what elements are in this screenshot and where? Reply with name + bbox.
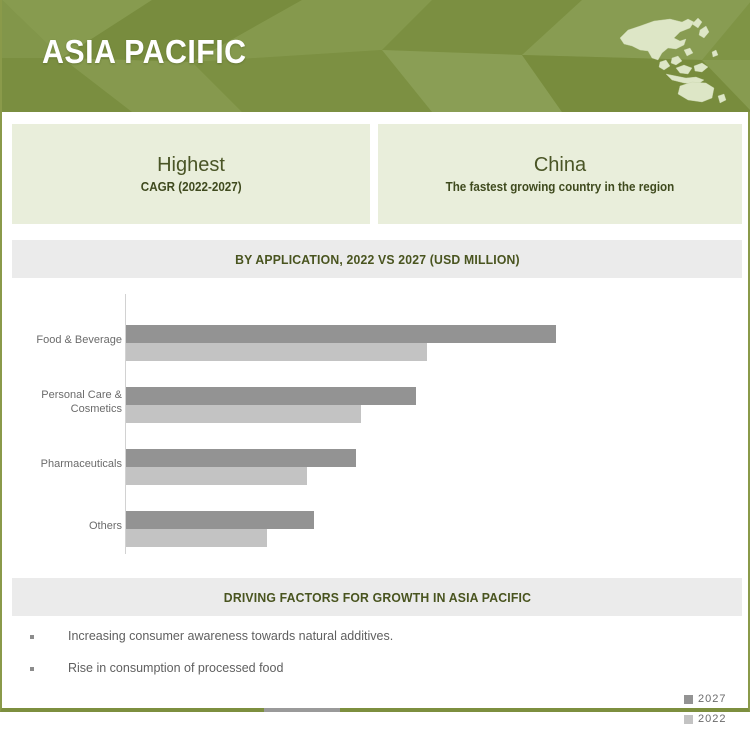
scrollbar-thumb[interactable] xyxy=(264,708,340,712)
bar-2027 xyxy=(126,325,556,343)
bar-2022 xyxy=(126,467,307,485)
bullet-icon xyxy=(30,635,34,639)
bar-chart: Food & Beverage Personal Care & Cosmetics… xyxy=(12,286,742,725)
driving-factor-item: Increasing consumer awareness towards na… xyxy=(12,628,742,644)
category-label: Food & Beverage xyxy=(12,334,122,348)
bar-2027 xyxy=(126,511,314,529)
bar-2022 xyxy=(126,343,427,361)
driving-factors-list: Increasing consumer awareness towards na… xyxy=(12,628,742,693)
legend-label: 2027 xyxy=(698,693,727,705)
bullet-icon xyxy=(30,667,34,672)
driving-factor-text: Rise in consumption of processed food xyxy=(68,661,284,676)
header-banner: ASIA PACIFIC xyxy=(2,0,750,112)
highlight-headline: China xyxy=(533,154,587,176)
bar-2027 xyxy=(126,387,416,405)
highlight-headline: Highest xyxy=(157,154,225,176)
bar-2022 xyxy=(126,405,361,423)
category-label-text: Food & Beverage xyxy=(36,334,122,346)
chart-axis-line xyxy=(125,294,126,554)
category-label: Personal Care & Cosmetics xyxy=(12,389,122,417)
category-label-text: Pharmaceuticals xyxy=(40,458,122,470)
bar-2027 xyxy=(126,449,356,467)
asia-pacific-map-icon xyxy=(614,8,734,106)
category-label: Others xyxy=(12,520,122,534)
legend-item-2027: 2027 xyxy=(684,693,750,705)
legend-swatch xyxy=(684,714,693,724)
section-title: BY APPLICATION, 2022 VS 2027 (USD MILLIO… xyxy=(234,251,520,267)
category-label-text: Personal Care & Cosmetics xyxy=(41,389,122,415)
driving-factor-text: Increasing consumer awareness towards na… xyxy=(68,629,394,643)
page-title: ASIA PACIFIC xyxy=(42,33,247,70)
section-header-by-application: BY APPLICATION, 2022 VS 2027 (USD MILLIO… xyxy=(12,240,742,278)
legend-swatch xyxy=(684,694,693,704)
legend-item-2022: 2022 xyxy=(684,713,750,725)
driving-factor-item: Rise in consumption of processed food xyxy=(12,660,742,676)
chart-legend: 2027 2022 xyxy=(684,693,750,733)
category-label: Pharmaceuticals xyxy=(12,458,122,472)
highlight-box-cagr: Highest CAGR (2022-2027) xyxy=(12,124,370,224)
section-header-driving-factors: DRIVING FACTORS FOR GROWTH IN ASIA PACIF… xyxy=(12,578,742,616)
highlight-boxes: Highest CAGR (2022-2027) China The faste… xyxy=(12,124,742,224)
highlight-subtext: The fastest growing country in the regio… xyxy=(445,180,675,194)
bar-2022 xyxy=(126,529,267,547)
highlight-subtext: CAGR (2022-2027) xyxy=(140,180,242,194)
legend-label: 2022 xyxy=(698,713,727,725)
highlight-box-country: China The fastest growing country in the… xyxy=(378,124,742,224)
category-label-text: Others xyxy=(88,520,122,532)
section-title: DRIVING FACTORS FOR GROWTH IN ASIA PACIF… xyxy=(223,589,531,605)
polygon-background xyxy=(2,0,750,112)
